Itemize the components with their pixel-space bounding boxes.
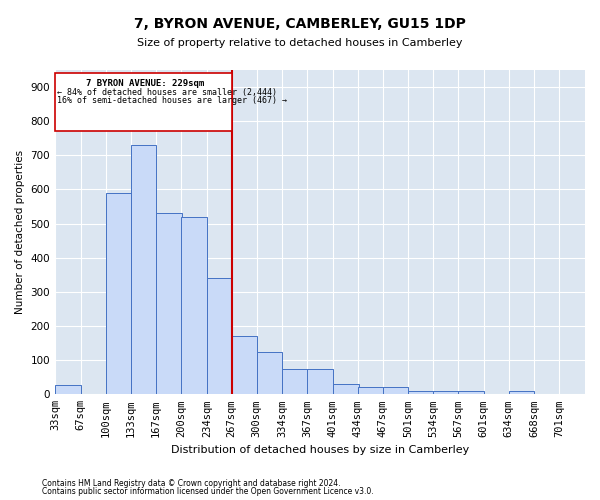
Text: Size of property relative to detached houses in Camberley: Size of property relative to detached ho… xyxy=(137,38,463,48)
Text: Contains HM Land Registry data © Crown copyright and database right 2024.: Contains HM Land Registry data © Crown c… xyxy=(42,478,341,488)
Bar xyxy=(232,336,257,394)
Bar xyxy=(509,391,535,394)
Bar xyxy=(257,352,282,395)
Bar xyxy=(55,74,232,132)
Bar xyxy=(282,368,308,394)
Bar xyxy=(358,388,383,394)
Text: 16% of semi-detached houses are larger (467) →: 16% of semi-detached houses are larger (… xyxy=(56,96,287,104)
Text: 7 BYRON AVENUE: 229sqm: 7 BYRON AVENUE: 229sqm xyxy=(86,79,205,88)
Bar xyxy=(106,193,131,394)
Bar xyxy=(131,145,156,394)
Bar xyxy=(207,278,232,394)
Bar xyxy=(383,388,409,394)
Bar xyxy=(156,214,182,394)
Y-axis label: Number of detached properties: Number of detached properties xyxy=(15,150,25,314)
Bar xyxy=(333,384,359,394)
X-axis label: Distribution of detached houses by size in Camberley: Distribution of detached houses by size … xyxy=(171,445,469,455)
Text: Contains public sector information licensed under the Open Government Licence v3: Contains public sector information licen… xyxy=(42,487,374,496)
Bar xyxy=(433,391,459,394)
Bar xyxy=(409,391,434,394)
Bar xyxy=(458,391,484,394)
Bar xyxy=(307,368,333,394)
Text: 7, BYRON AVENUE, CAMBERLEY, GU15 1DP: 7, BYRON AVENUE, CAMBERLEY, GU15 1DP xyxy=(134,18,466,32)
Text: ← 84% of detached houses are smaller (2,444): ← 84% of detached houses are smaller (2,… xyxy=(56,88,277,97)
Bar xyxy=(55,385,81,394)
Bar xyxy=(181,217,207,394)
